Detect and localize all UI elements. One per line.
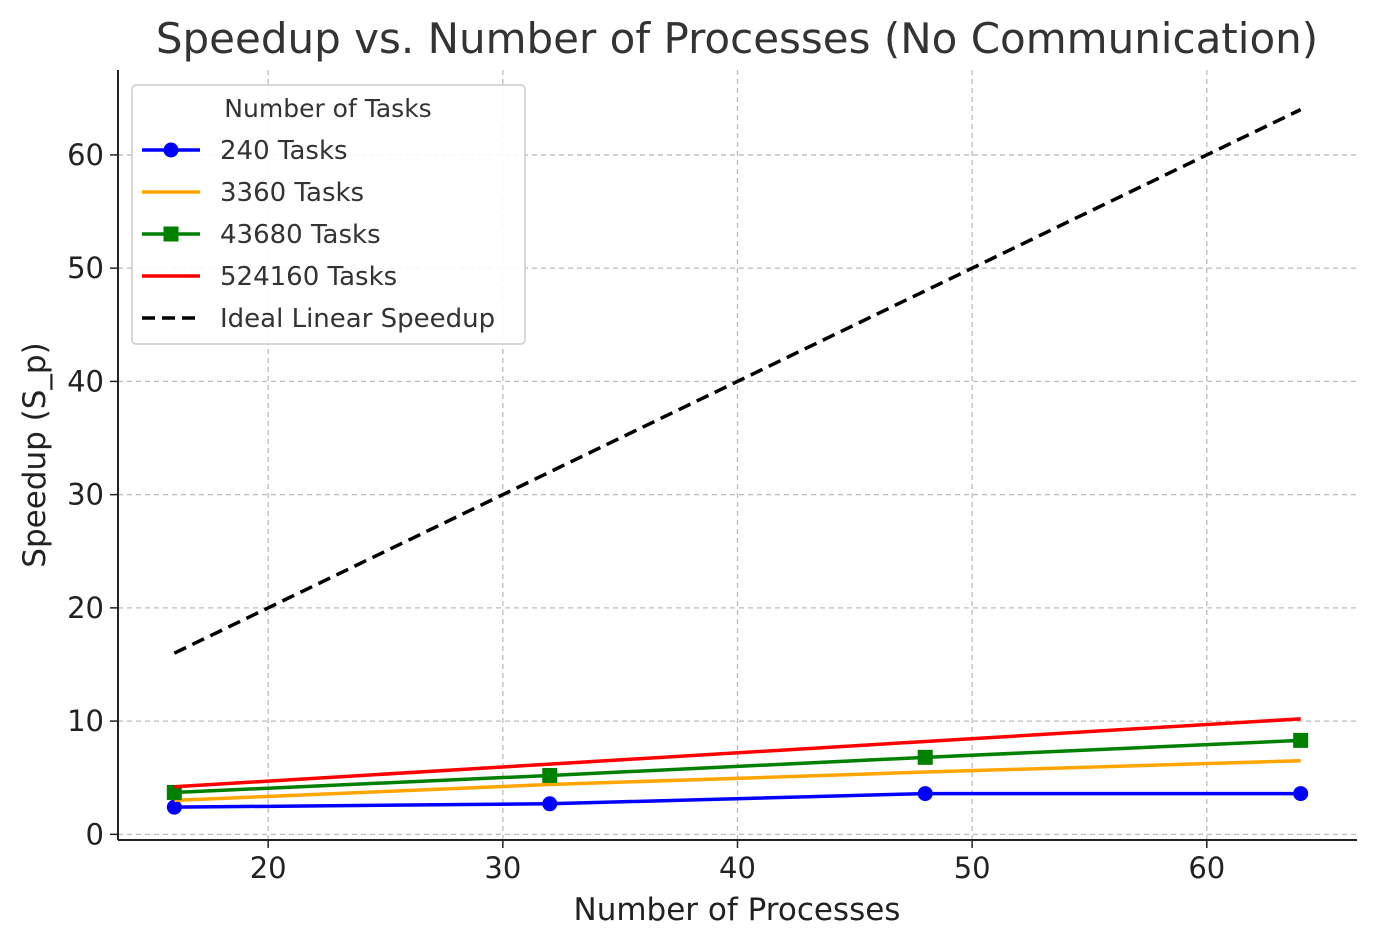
legend-item-ideal-linear-speedup: Ideal Linear Speedup bbox=[142, 304, 495, 334]
y-tick-label: 60 bbox=[67, 138, 104, 172]
legend: Number of Tasks 240 Tasks 3360 Tasks 43680 … bbox=[131, 84, 526, 345]
chart-title: Speedup vs. Number of Processes (No Comm… bbox=[156, 14, 1318, 63]
legend-box bbox=[131, 84, 526, 345]
data-point-43680-tasks bbox=[166, 784, 182, 800]
data-point-240-tasks bbox=[166, 799, 182, 815]
y-tick-label: 10 bbox=[67, 704, 104, 738]
data-point-43680-tasks bbox=[1293, 732, 1309, 748]
x-tick-label: 60 bbox=[1188, 851, 1225, 885]
y-axis-label: Speedup (S_p) bbox=[17, 342, 53, 567]
legend-marker-240-tasks bbox=[163, 142, 179, 158]
series-line-240-tasks bbox=[174, 791, 1301, 809]
x-axis-label: Number of Processes bbox=[574, 892, 901, 928]
data-point-43680-tasks bbox=[542, 767, 558, 783]
legend-item-3360-tasks: 3360 Tasks bbox=[142, 178, 364, 208]
y-tick-label: 0 bbox=[86, 817, 104, 851]
legend-marker-43680-tasks bbox=[163, 226, 179, 242]
series-line-ideal-linear-speedup bbox=[173, 108, 1302, 655]
y-tick-label: 50 bbox=[67, 251, 104, 285]
y-tick-label: 30 bbox=[67, 478, 104, 512]
legend-item-43680-tasks: 43680 Tasks bbox=[142, 220, 381, 250]
x-tick-label: 50 bbox=[954, 851, 991, 885]
series-524160-tasks bbox=[174, 717, 1301, 789]
x-tick-label: 20 bbox=[250, 851, 287, 885]
x-tick-label: 40 bbox=[719, 851, 756, 885]
data-point-43680-tasks bbox=[917, 749, 933, 765]
legend-item-524160-tasks: 524160 Tasks bbox=[142, 262, 397, 292]
series-line-3360-tasks bbox=[174, 758, 1301, 803]
y-tick-label: 40 bbox=[67, 364, 104, 398]
series-3360-tasks bbox=[174, 758, 1301, 803]
y-tick-label: 20 bbox=[67, 591, 104, 625]
legend-label-524160-tasks: 524160 Tasks bbox=[220, 262, 397, 292]
series-43680-tasks bbox=[166, 732, 1309, 800]
series-240-tasks bbox=[166, 786, 1309, 815]
series-layer bbox=[166, 108, 1309, 815]
data-point-240-tasks bbox=[917, 786, 933, 802]
legend-label-43680-tasks: 43680 Tasks bbox=[220, 220, 381, 250]
ticks: 20 30 40 50 60 0 10 20 30 40 50 60 bbox=[67, 138, 1225, 885]
legend-title: Number of Tasks bbox=[224, 94, 431, 123]
series-line-524160-tasks bbox=[174, 717, 1301, 789]
legend-item-240-tasks: 240 Tasks bbox=[142, 136, 348, 166]
legend-label-ideal-linear-speedup: Ideal Linear Speedup bbox=[220, 304, 495, 334]
data-point-240-tasks bbox=[542, 796, 558, 812]
legend-label-240-tasks: 240 Tasks bbox=[220, 136, 348, 166]
x-tick-label: 30 bbox=[484, 851, 521, 885]
series-line-43680-tasks bbox=[174, 738, 1301, 795]
series-ideal-linear-speedup bbox=[173, 108, 1302, 655]
legend-label-3360-tasks: 3360 Tasks bbox=[220, 178, 364, 208]
data-point-240-tasks bbox=[1293, 786, 1309, 802]
